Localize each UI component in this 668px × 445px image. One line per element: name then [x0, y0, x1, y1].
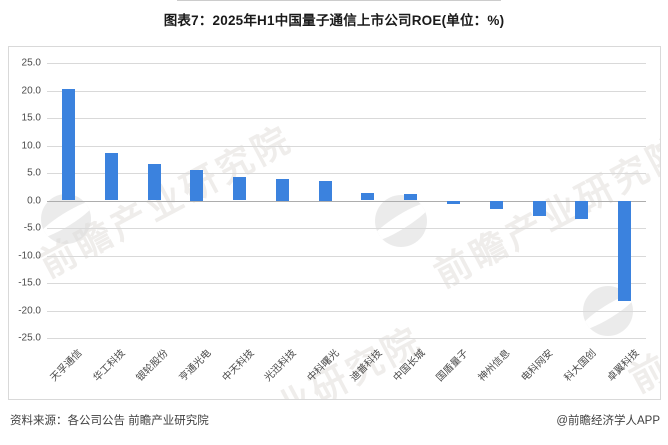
source-text: 资料来源：各公司公告 前瞻产业研究院 [10, 415, 209, 427]
bar [361, 192, 375, 201]
gridline [47, 228, 646, 229]
y-axis-tick-label: 15.0 [21, 112, 41, 124]
y-axis-tick-label: 0.0 [27, 195, 41, 206]
y-axis-tick-label: 10.0 [21, 140, 41, 151]
bar [575, 200, 589, 219]
bar [618, 200, 632, 302]
bar [404, 193, 418, 201]
plot-area: 25.0 20.0 15.0 10.0 5.0 0.0 -5.0 -10.0 -15.0 -20.… [18, 58, 646, 384]
chart-frame: 前瞻产业研究院 前瞻产业研究院 前瞻产业研究院 前瞻产业研究院 25.020.0… [8, 46, 661, 400]
bar [489, 200, 503, 210]
bar [275, 178, 289, 201]
bar [447, 200, 460, 205]
bar [318, 181, 332, 201]
gridline [47, 145, 646, 147]
y-axis-tick-label: -10.0 [18, 250, 41, 261]
gridline [47, 63, 646, 64]
y-axis-tick-label: 25.0 [21, 57, 41, 69]
credit-text: @前瞻经济学人APP [556, 415, 660, 427]
gridline [47, 310, 646, 312]
bar [104, 153, 118, 201]
gridline [47, 255, 646, 257]
footer: 资料来源：各公司公告 前瞻产业研究院 @前瞻经济学人APP [10, 412, 660, 428]
bar [532, 200, 546, 217]
bar [190, 170, 204, 201]
gridline [47, 283, 646, 284]
y-axis-tick-label: -25.0 [18, 332, 41, 344]
top-divider [177, 0, 501, 1]
y-axis-tick-label: -20.0 [18, 305, 41, 316]
chart-title: 图表7：2025年H1中国量子通信上市公司ROE(单位：%) [163, 13, 505, 28]
y-axis-tick-label: -15.0 [18, 277, 41, 289]
gridline [47, 118, 646, 119]
bar [233, 176, 246, 201]
gridline [47, 90, 646, 92]
bar [61, 89, 75, 201]
bar [147, 163, 161, 201]
gridline [47, 173, 646, 174]
y-axis-tick-label: 5.0 [27, 167, 41, 179]
y-axis-tick-label: 20.0 [21, 85, 41, 96]
y-axis-tick-label: -5.0 [23, 222, 41, 234]
zero-axis-line [47, 200, 646, 202]
gridline [47, 338, 646, 339]
